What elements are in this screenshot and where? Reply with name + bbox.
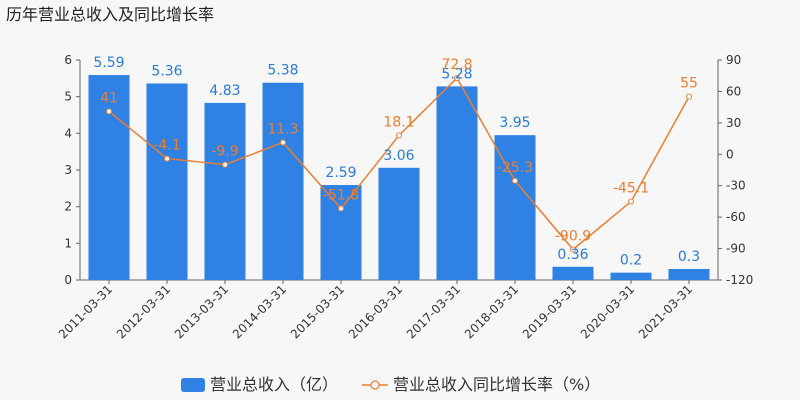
x-tick-label: 2018-03-31 bbox=[462, 282, 521, 341]
chart-title: 历年营业总收入及同比增长率 bbox=[6, 5, 214, 24]
y-right-tick-label: 90 bbox=[726, 53, 741, 67]
y-left-tick-label: 1 bbox=[64, 236, 72, 250]
growth-point bbox=[512, 177, 518, 184]
x-tick-label: 2020-03-31 bbox=[578, 282, 637, 341]
y-left-tick-label: 3 bbox=[64, 163, 72, 177]
x-tick-label: 2014-03-31 bbox=[230, 282, 289, 341]
x-tick-label: 2015-03-31 bbox=[288, 282, 347, 341]
x-tick-label: 2016-03-31 bbox=[346, 282, 405, 341]
bar-data-label: 5.36 bbox=[151, 63, 182, 79]
bar-data-label: 0.3 bbox=[678, 249, 700, 265]
growth-data-label: -9.9 bbox=[211, 144, 238, 160]
bar bbox=[494, 135, 536, 280]
bar bbox=[668, 269, 710, 280]
bar-data-label: 2.59 bbox=[325, 165, 356, 181]
x-tick-label: 2019-03-31 bbox=[520, 282, 579, 341]
y-right-tick-label: -120 bbox=[726, 273, 753, 287]
bar-data-label: 3.95 bbox=[499, 115, 530, 131]
y-right-tick-label: 0 bbox=[726, 147, 734, 161]
x-tick-label: 2011-03-31 bbox=[56, 282, 115, 341]
growth-data-label: -25.3 bbox=[497, 160, 533, 176]
growth-point bbox=[396, 132, 402, 139]
growth-data-label: -51.8 bbox=[323, 188, 359, 204]
bar bbox=[378, 167, 420, 280]
plot-area: 0123456-120-90-60-3003060902011-03-31201… bbox=[56, 53, 753, 341]
y-right-tick-label: -60 bbox=[726, 210, 746, 224]
y-left-tick-label: 0 bbox=[64, 273, 72, 287]
growth-point bbox=[280, 139, 286, 146]
growth-data-label: 11.3 bbox=[267, 121, 298, 137]
y-right-tick-label: 30 bbox=[726, 116, 741, 130]
legend-line-label: 营业总收入同比增长率（%） bbox=[393, 375, 600, 394]
growth-point bbox=[106, 108, 112, 115]
legend-line-marker bbox=[370, 380, 380, 390]
growth-data-label: -45.1 bbox=[613, 181, 649, 197]
bar-data-label: 5.59 bbox=[93, 55, 124, 71]
growth-point bbox=[338, 205, 344, 212]
bar bbox=[146, 83, 188, 280]
growth-point bbox=[454, 75, 460, 82]
bar bbox=[204, 102, 246, 281]
legend-bar-swatch bbox=[181, 378, 205, 392]
bar bbox=[262, 82, 304, 280]
bar-data-label: 4.83 bbox=[209, 83, 240, 99]
growth-data-label: 18.1 bbox=[383, 114, 414, 130]
y-left-tick-label: 4 bbox=[64, 126, 72, 140]
x-tick-label: 2012-03-31 bbox=[114, 282, 173, 341]
y-left-tick-label: 2 bbox=[64, 200, 72, 214]
y-right-tick-label: -90 bbox=[726, 242, 746, 256]
growth-data-label: -90.9 bbox=[555, 229, 591, 245]
growth-data-label: 55 bbox=[680, 76, 698, 92]
growth-point bbox=[628, 198, 634, 205]
bar-data-label: 5.38 bbox=[267, 63, 298, 79]
bar-data-label: 0.36 bbox=[557, 247, 588, 263]
growth-point bbox=[164, 155, 170, 162]
bar bbox=[320, 185, 362, 280]
growth-point bbox=[222, 161, 228, 168]
growth-data-label: -4.1 bbox=[153, 138, 180, 154]
x-tick-label: 2021-03-31 bbox=[636, 282, 695, 341]
legend-bar-label: 营业总收入（亿） bbox=[210, 375, 338, 394]
bar-data-label: 0.2 bbox=[620, 253, 642, 269]
bar-data-label: 3.06 bbox=[383, 148, 414, 164]
growth-data-label: 41 bbox=[100, 90, 118, 106]
bar bbox=[436, 86, 478, 281]
bar-data-label: 5.28 bbox=[441, 66, 472, 82]
growth-point bbox=[686, 93, 692, 100]
y-left-tick-label: 6 bbox=[64, 53, 72, 67]
growth-point bbox=[570, 246, 576, 253]
y-right-tick-label: 60 bbox=[726, 84, 741, 98]
y-left-tick-label: 5 bbox=[64, 90, 72, 104]
legend: 营业总收入（亿） 营业总收入同比增长率（%） bbox=[181, 375, 600, 394]
y-right-tick-label: -30 bbox=[726, 179, 746, 193]
x-tick-label: 2013-03-31 bbox=[172, 282, 231, 341]
bar bbox=[552, 266, 594, 280]
bar bbox=[610, 272, 652, 280]
growth-data-label: 72.8 bbox=[441, 57, 472, 73]
x-tick-label: 2017-03-31 bbox=[404, 282, 463, 341]
